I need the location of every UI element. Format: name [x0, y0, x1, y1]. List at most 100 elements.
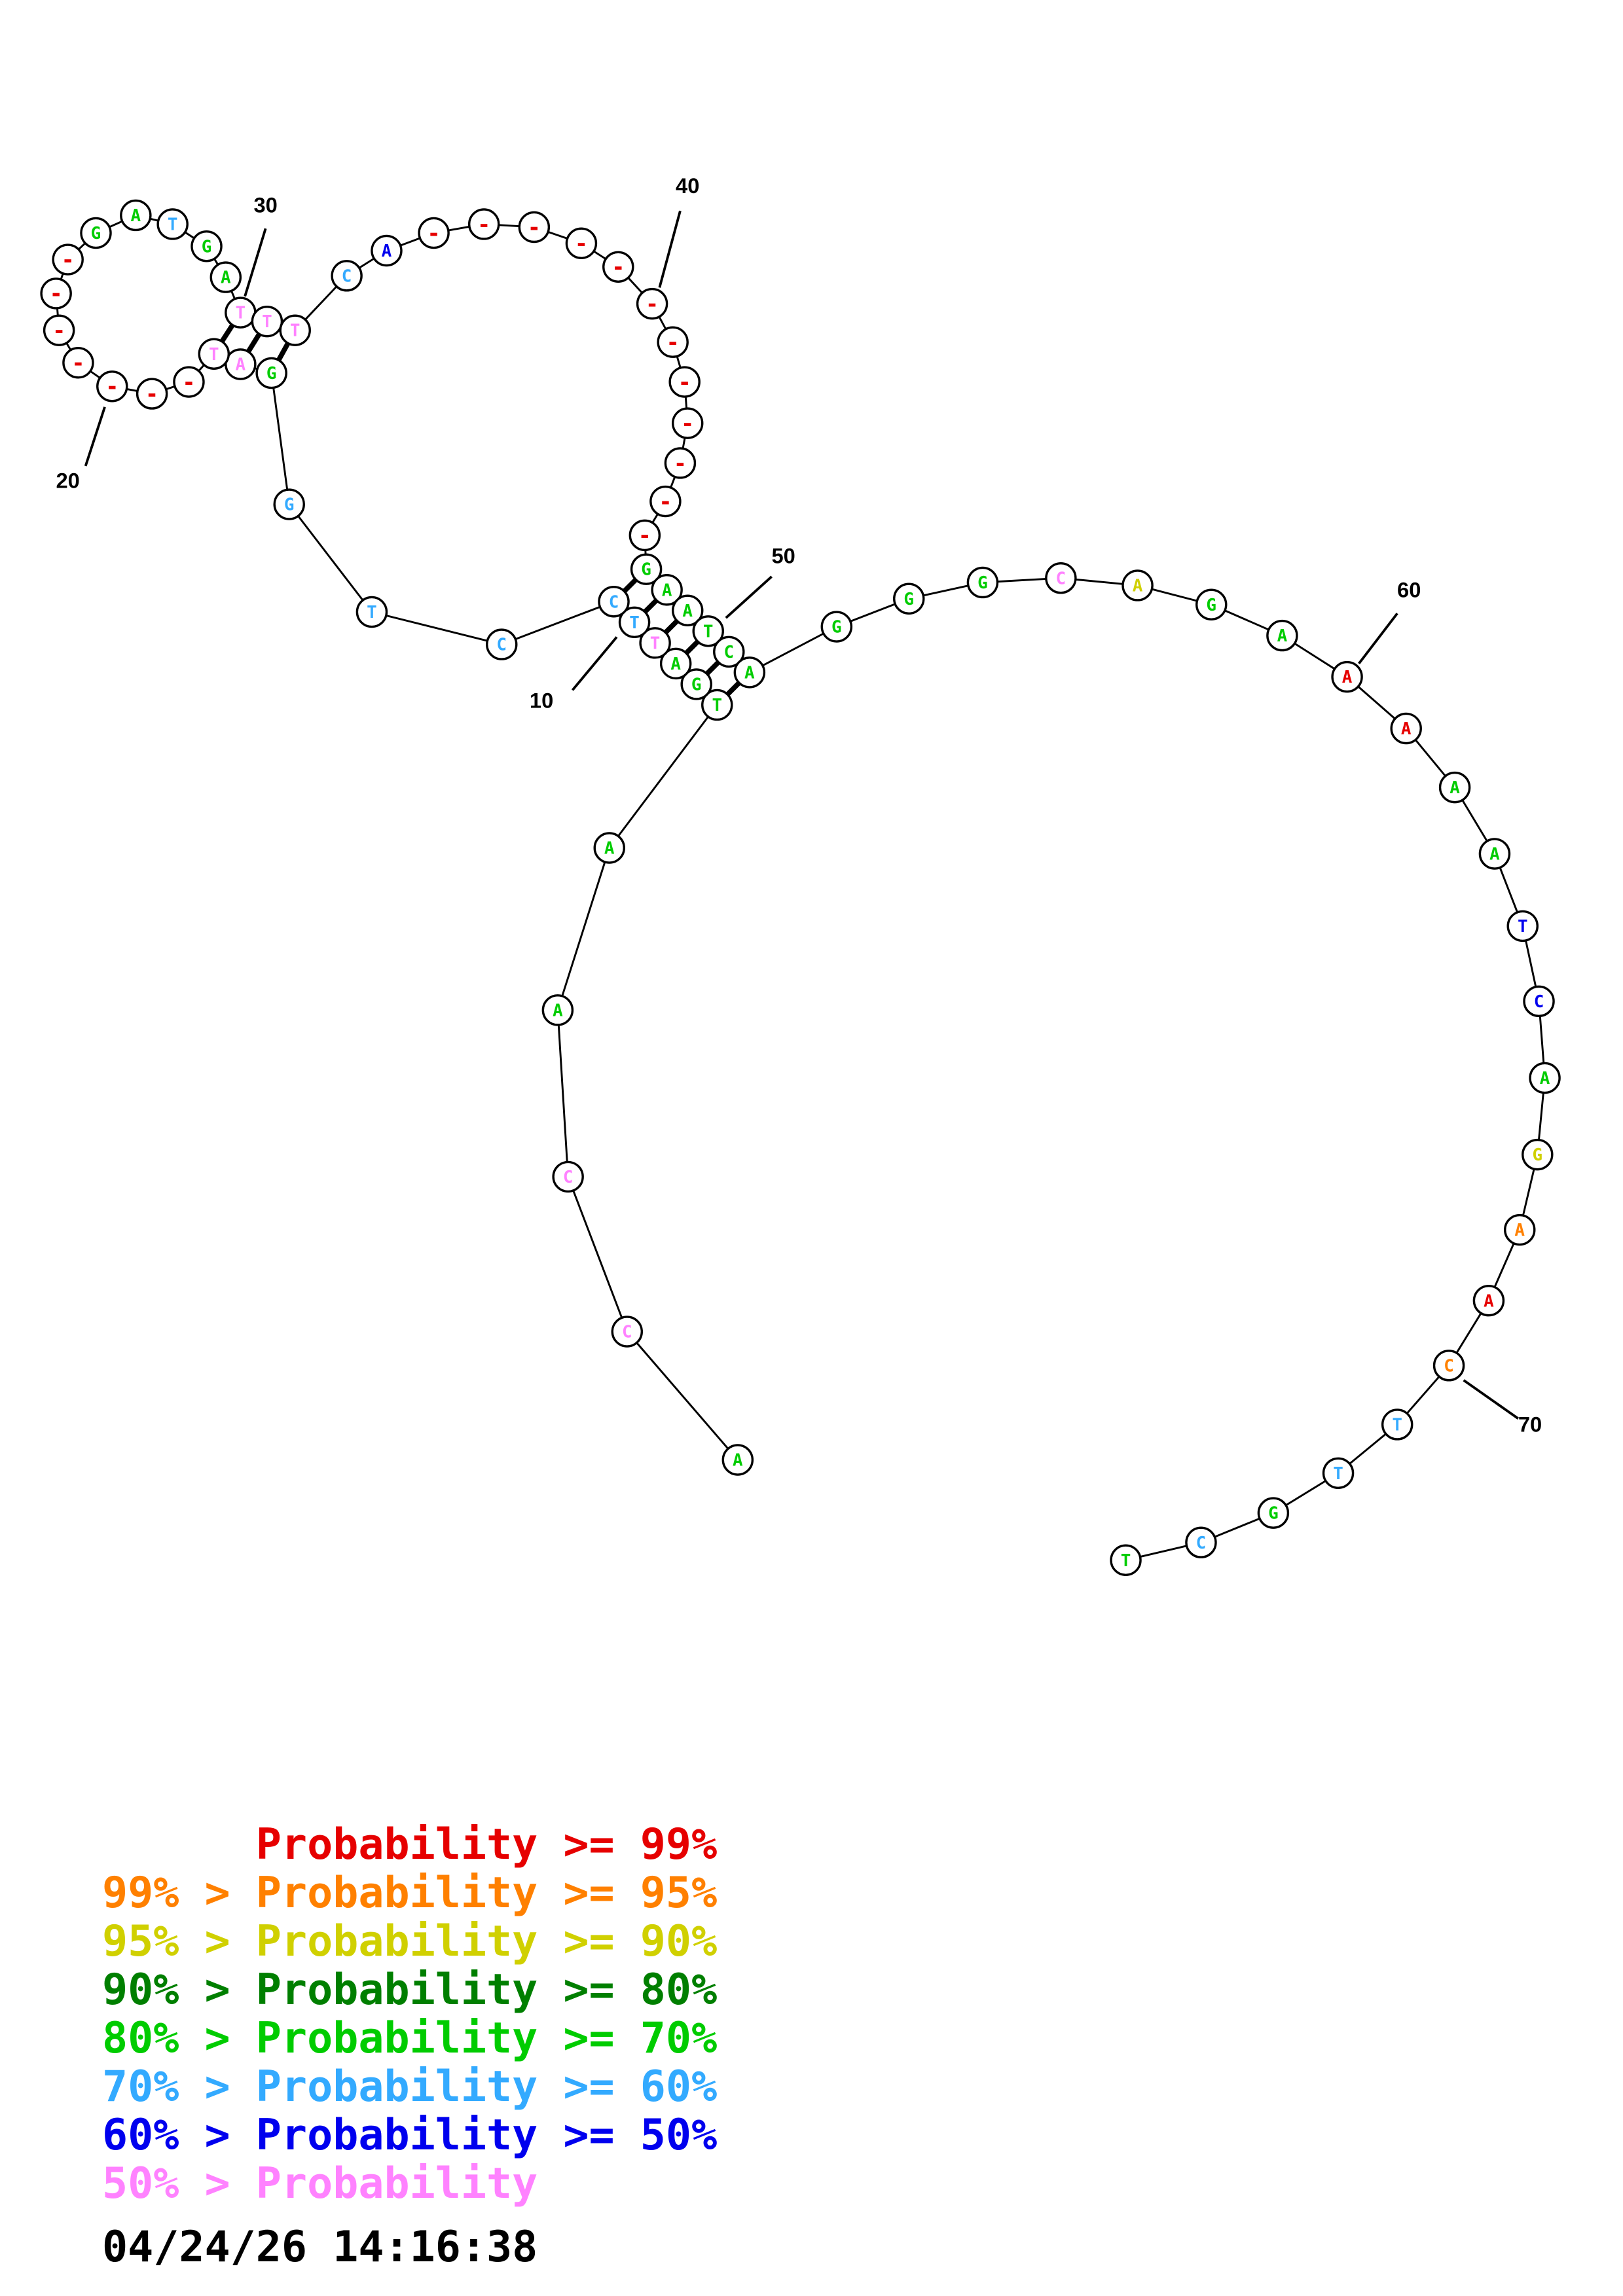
residue-39: -: [602, 251, 634, 283]
residue-circle: [43, 314, 75, 346]
position-labels: 10 20 30 40 50 60 70: [56, 173, 1542, 1437]
residue-base: A: [1484, 1291, 1494, 1311]
residue-circle: [1506, 910, 1539, 942]
residue-circle: [198, 338, 230, 370]
label-leader-line: [725, 575, 773, 619]
residue-circle: [1478, 838, 1511, 870]
residue-base: C: [622, 1323, 632, 1342]
backbone-segment: [556, 1010, 570, 1177]
residue-base: T: [1333, 1464, 1343, 1484]
residue-circle: [251, 305, 283, 338]
backbone-segment: [749, 626, 837, 673]
backbone-segment: [501, 600, 615, 645]
residue-circle: [273, 488, 305, 520]
residue-3: C: [552, 1160, 584, 1193]
residue-base: -: [52, 318, 65, 344]
residue-circle: [721, 1444, 754, 1476]
residue-circle: [541, 994, 574, 1026]
residue-base: G: [1206, 596, 1216, 615]
residue-circle: [96, 370, 128, 403]
residue-base: -: [681, 410, 694, 436]
residue-27: T: [156, 208, 189, 240]
residue-35: -: [418, 217, 450, 249]
residue-circle: [668, 366, 701, 398]
residue-5: A: [593, 832, 625, 864]
position-label-20: 20: [56, 469, 80, 493]
residue-71: T: [1381, 1408, 1413, 1441]
residue-circle: [1045, 562, 1077, 594]
residue-47: G: [630, 553, 663, 585]
residue-base: C: [1056, 569, 1067, 588]
residue-circle: [1472, 1284, 1505, 1317]
residue-18: -: [173, 366, 205, 398]
residue-circle: [136, 378, 168, 410]
residue-70: C: [1432, 1350, 1465, 1382]
residue-11: C: [598, 586, 630, 618]
residue-circle: [701, 689, 733, 721]
residue-circle: [1185, 1526, 1217, 1558]
residue-circle: [602, 251, 634, 283]
residue-62: A: [1438, 771, 1471, 804]
residue-circle: [659, 647, 692, 680]
legend-line-6: 70% > Probability >= 60%: [102, 2062, 718, 2111]
residue-50: T: [692, 615, 724, 647]
residue-circle: [636, 287, 668, 320]
residue-21: -: [62, 347, 94, 379]
position-label-10: 10: [530, 688, 553, 712]
residue-14: G: [273, 488, 305, 520]
residue-24: -: [52, 243, 84, 276]
residue-65: C: [1523, 985, 1555, 1018]
residue-17: T: [198, 338, 230, 370]
residue-base: A: [131, 206, 141, 226]
residue-circle: [1390, 712, 1422, 745]
residue-57: A: [1122, 569, 1154, 601]
residue-circle: [255, 357, 287, 389]
residue-circle: [966, 566, 999, 599]
residue-58: G: [1195, 588, 1228, 620]
residue-base: G: [266, 364, 277, 384]
residue-circle: [671, 407, 704, 439]
residue-base: C: [342, 266, 352, 286]
residue-base: A: [553, 1001, 563, 1020]
label-leader-line: [1358, 613, 1398, 665]
residue-circle: [356, 596, 388, 628]
residue-base: -: [145, 381, 158, 406]
residue-circle: [191, 230, 223, 262]
backbone-segment: [608, 704, 718, 849]
residue-circle: [680, 668, 712, 700]
residue-52: A: [733, 656, 766, 689]
residue-42: -: [668, 366, 701, 398]
legend-line-2: 99% > Probability >= 95%: [102, 1869, 718, 1918]
residue-8: A: [659, 647, 692, 680]
residue-circle: [1381, 1408, 1413, 1441]
residue-circle: [1322, 1457, 1355, 1490]
residue-base: G: [1268, 1504, 1279, 1524]
residue-base: G: [202, 237, 212, 257]
residue-circle: [692, 615, 724, 647]
residue-base: G: [831, 618, 842, 637]
residue-circle: [893, 583, 925, 615]
residue-19: -: [136, 378, 168, 410]
residue-36: -: [467, 208, 500, 240]
label-leader-line: [244, 228, 267, 297]
residue-circle: [1331, 660, 1363, 693]
residue-10: T: [618, 606, 651, 639]
residue-circle: [593, 832, 625, 864]
residue-66: A: [1529, 1062, 1561, 1094]
residue-38: -: [565, 227, 598, 259]
residue-base: C: [1196, 1534, 1207, 1553]
residue-base: T: [262, 312, 272, 332]
residue-base: A: [1450, 778, 1460, 798]
backbone-segment: [567, 1176, 629, 1333]
residue-base: A: [1342, 668, 1353, 687]
residue-69: A: [1472, 1284, 1505, 1317]
residue-49: A: [671, 594, 704, 626]
residue-base: -: [105, 374, 119, 399]
residue-54: G: [893, 583, 925, 615]
residue-circle: [618, 606, 651, 639]
residue-7: G: [680, 668, 712, 700]
residue-circle: [156, 208, 189, 240]
residue-37: -: [518, 211, 551, 243]
residue-circle: [1195, 588, 1228, 620]
